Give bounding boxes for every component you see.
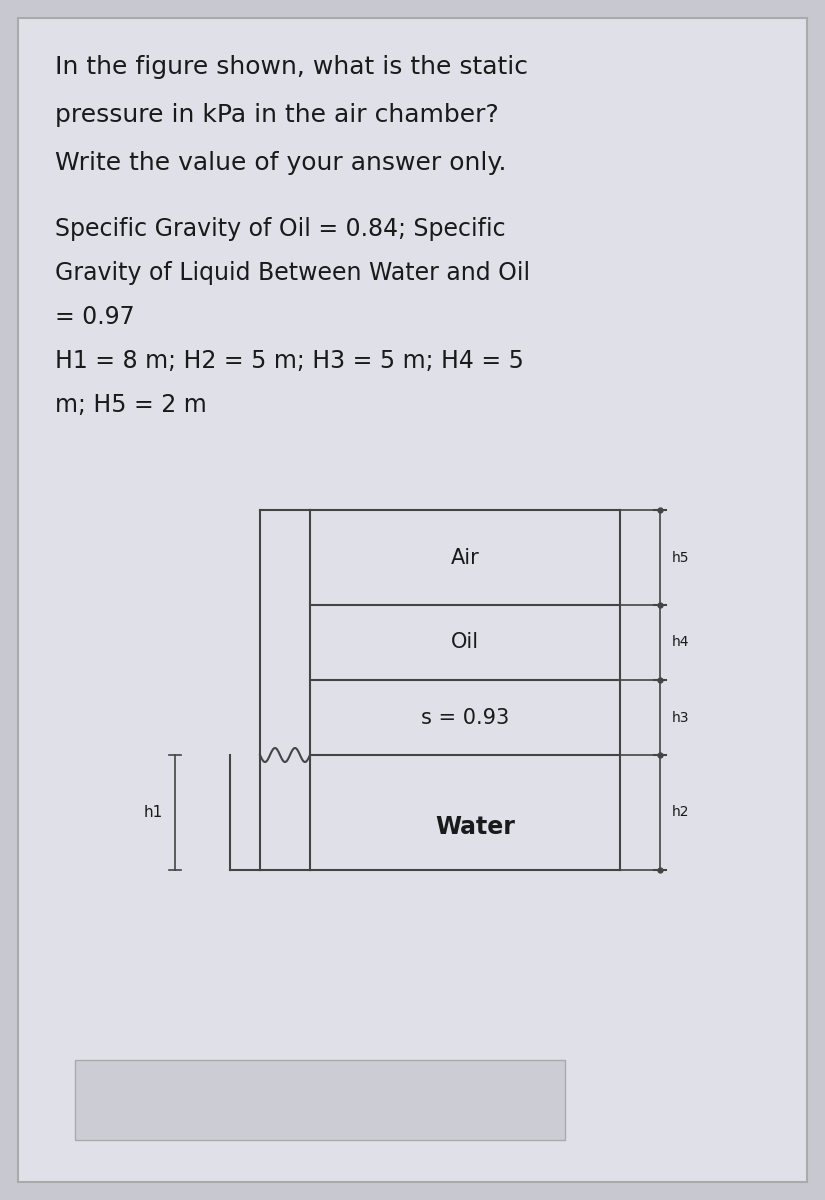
Text: h3: h3 [672,710,690,725]
Text: h4: h4 [672,636,690,649]
Text: Oil: Oil [451,632,479,653]
Text: h5: h5 [672,551,690,564]
Text: s = 0.93: s = 0.93 [421,708,509,727]
Text: Write the value of your answer only.: Write the value of your answer only. [55,151,507,175]
Text: Gravity of Liquid Between Water and Oil: Gravity of Liquid Between Water and Oil [55,260,530,284]
Text: H1 = 8 m; H2 = 5 m; H3 = 5 m; H4 = 5: H1 = 8 m; H2 = 5 m; H3 = 5 m; H4 = 5 [55,349,524,373]
Bar [75,1060,565,1140]
Text: Water: Water [435,816,515,840]
Text: pressure in kPa in the air chamber?: pressure in kPa in the air chamber? [55,103,499,127]
Text: m; H5 = 2 m: m; H5 = 2 m [55,392,207,416]
Text: Specific Gravity of Oil = 0.84; Specific: Specific Gravity of Oil = 0.84; Specific [55,217,506,241]
Text: In the figure shown, what is the static: In the figure shown, what is the static [55,55,528,79]
Text: Air: Air [450,547,479,568]
Text: h2: h2 [672,805,690,820]
Text: h1: h1 [144,805,163,820]
Text: = 0.97: = 0.97 [55,305,134,329]
